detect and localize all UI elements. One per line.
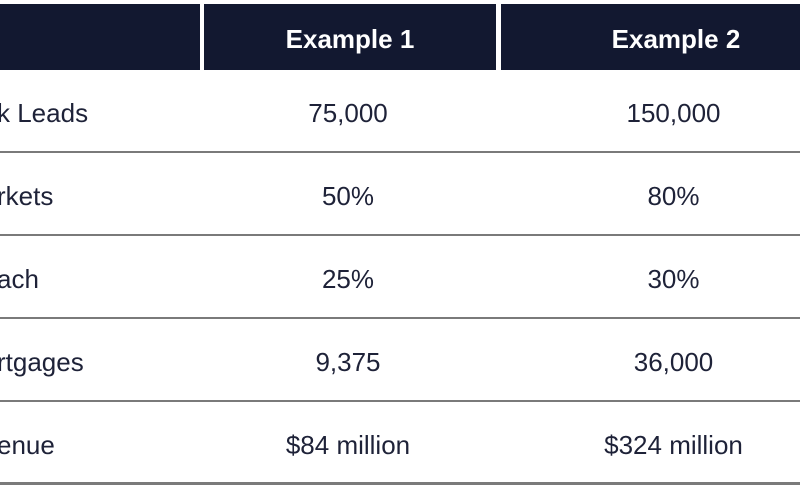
- header-cell-row-labels: [0, 4, 200, 70]
- cell-example-1: 9,375: [315, 347, 381, 377]
- table-row: rtgages 9,375 36,000: [0, 319, 800, 402]
- cell-example-1: 50%: [321, 181, 375, 211]
- table-row: k Leads 75,000 150,000: [0, 70, 800, 153]
- header-cell-example-2: Example 2: [496, 4, 800, 70]
- table-row: ach 25% 30%: [0, 236, 800, 319]
- table-header-row: Example 1 Example 2: [0, 4, 800, 70]
- table-row: enue $84 million $324 million: [0, 402, 800, 485]
- row-label: k Leads: [0, 98, 89, 128]
- cell-example-2: 30%: [647, 264, 700, 294]
- row-label: ach: [0, 264, 39, 294]
- cell-example-2: $324 million: [604, 429, 743, 460]
- cell-example-2: 80%: [647, 181, 700, 211]
- table-row: rkets 50% 80%: [0, 153, 800, 236]
- row-label: rtgages: [0, 347, 84, 377]
- column-header-label: Example 1: [285, 24, 415, 54]
- column-header-label: Example 2: [611, 24, 741, 54]
- header-cell-example-1: Example 1: [200, 4, 496, 70]
- cell-example-1: 25%: [321, 264, 375, 294]
- cell-example-1: 75,000: [308, 98, 388, 128]
- cell-example-1: $84 million: [285, 429, 411, 460]
- cell-example-2: 150,000: [626, 98, 721, 128]
- row-label: enue: [0, 429, 55, 460]
- row-label: rkets: [0, 181, 54, 211]
- comparison-table: Example 1 Example 2 k Leads 75,000 150,0…: [0, 4, 800, 485]
- cell-example-2: 36,000: [633, 347, 714, 377]
